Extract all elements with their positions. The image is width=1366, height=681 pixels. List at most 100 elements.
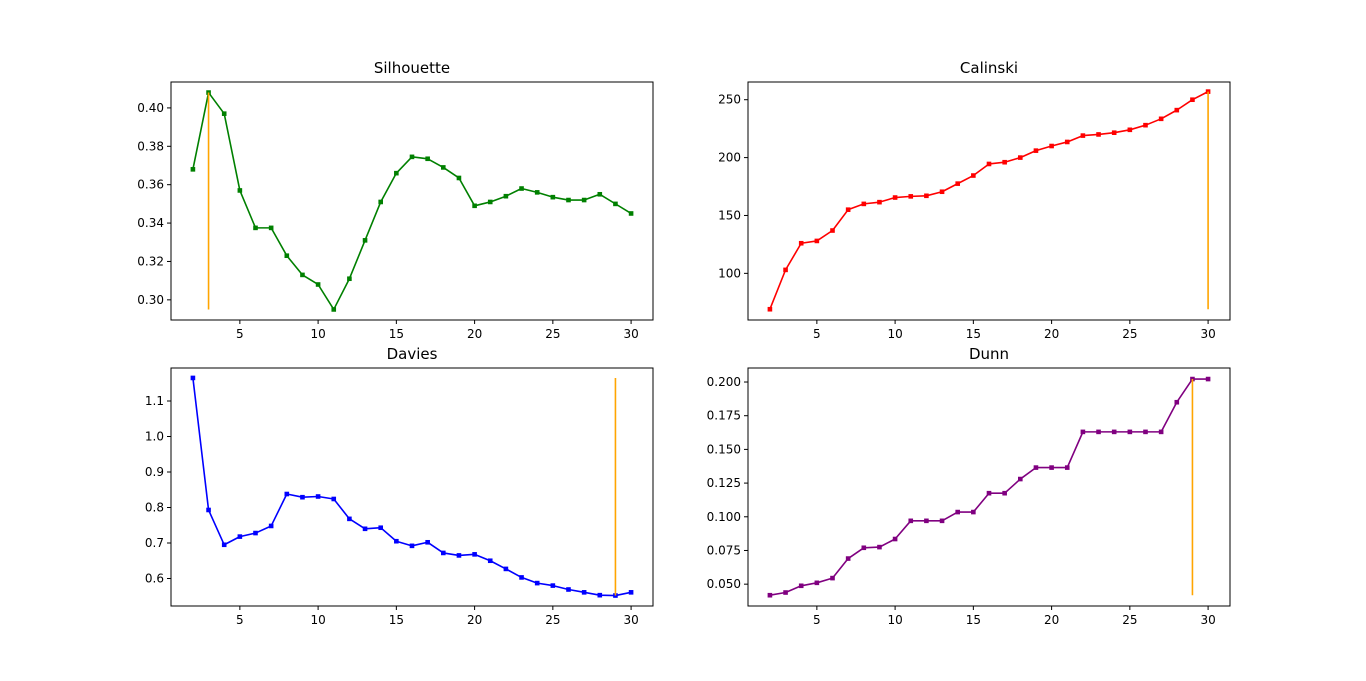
data-point [331,496,337,502]
data-point [362,526,368,532]
data-point [877,544,882,550]
x-tick-label: 5 [813,327,821,341]
data-point [767,306,773,312]
data-point [456,175,462,181]
y-tick-label: 0.175 [707,409,741,423]
data-point [1033,148,1039,153]
data-point [1174,399,1180,405]
data-point [955,181,961,186]
x-tick-label: 5 [236,327,244,341]
x-tick-label: 15 [389,327,404,341]
x-tick-label: 10 [310,327,325,341]
data-point [1002,159,1007,165]
data-point [1205,376,1211,382]
data-point [190,375,196,381]
data-point [487,199,493,205]
data-point [206,507,211,513]
data-point [253,225,258,231]
y-tick-label: 0.8 [145,500,164,514]
data-point [1111,429,1117,435]
data-point [830,575,835,581]
data-point [971,173,976,178]
y-tick-label: 0.36 [137,178,164,192]
y-tick-label: 0.7 [145,536,164,550]
data-point [1127,429,1133,435]
data-point [237,188,243,193]
x-tick-label: 30 [1200,613,1215,627]
data-point [830,228,835,233]
data-point [613,201,618,207]
chart-panel-4: Dunn 5 10 15 20 25 30 0.050 0.075 0.100 0.125 0.150… [707,345,1231,627]
y-tick-label: 1.0 [145,430,164,444]
data-point [1143,429,1148,435]
data-point [347,516,352,522]
data-point [581,197,587,203]
x-tick-label: 30 [623,613,638,627]
data-point [597,191,603,197]
y-tick-label: 150 [718,208,741,222]
data-point [378,525,384,531]
x-tick-label: 20 [467,327,482,341]
y-tick-label: 0.150 [707,442,741,456]
data-point [1158,429,1164,435]
x-tick-label: 25 [545,613,560,627]
data-point [425,156,430,162]
data-point [1080,429,1086,435]
data-point [908,194,914,199]
y-tick-label: 0.100 [707,510,741,524]
x-tick-label: 10 [887,613,902,627]
data-point [1080,133,1086,138]
y-tick-label: 0.6 [145,571,164,585]
data-point [253,530,258,536]
data-point [1033,465,1039,470]
data-point [315,494,321,499]
data-point [986,161,992,167]
data-point [892,195,898,200]
x-tick-label: 25 [1122,327,1137,341]
data-point [1017,155,1023,160]
data-point [1205,89,1211,94]
data-point [550,583,556,588]
data-point [1064,465,1070,470]
data-point [1017,476,1023,482]
y-tick-label: 100 [718,266,741,280]
y-tick-label: 0.40 [137,101,164,115]
data-point [221,111,227,116]
data-point [986,490,992,496]
data-point [566,587,571,592]
data-point [924,518,929,524]
x-tick-label: 25 [1122,613,1137,627]
axes-frame [170,367,654,607]
data-point [221,542,227,548]
data-point [300,272,305,278]
x-tick-label: 20 [1044,613,1059,627]
x-tick-label: 30 [1200,327,1215,341]
data-point [1158,116,1164,122]
data-point [783,590,788,595]
x-tick-label: 15 [389,613,404,627]
data-point [814,238,820,244]
data-point [440,550,446,556]
x-tick-label: 15 [966,327,981,341]
data-point [362,238,368,243]
x-tick-label: 5 [813,613,821,627]
data-point [394,170,399,176]
data-point [971,509,976,515]
axes-frame [747,81,1231,321]
data-point [519,575,524,580]
chart-panel-1: Silhouette 5 10 15 20 25 30 0.30 0.32 0.34 0.36 0.3… [137,59,654,341]
data-point [597,592,603,598]
data-point [1190,97,1195,103]
data-point [1174,107,1180,113]
x-tick-label: 10 [310,613,325,627]
axes-frame [170,81,654,321]
data-point [378,199,384,205]
axes-frame [747,367,1231,607]
data-point [892,536,898,542]
data-point [798,583,804,589]
data-point [861,545,867,551]
chart-panel-3: Davies 5 10 15 20 25 30 0.6 0.7 0.8 0.9 1.0 1.1 [145,345,654,627]
y-tick-label: 250 [718,93,741,107]
data-point [861,201,867,207]
